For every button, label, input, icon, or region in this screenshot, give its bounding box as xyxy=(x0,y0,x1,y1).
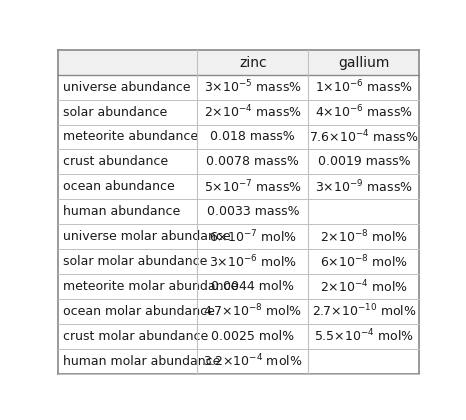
Text: ocean abundance: ocean abundance xyxy=(62,180,174,193)
Text: ocean molar abundance: ocean molar abundance xyxy=(62,305,214,318)
Text: $4{\times}10^{-6}$ mass%: $4{\times}10^{-6}$ mass% xyxy=(315,104,413,121)
Text: zinc: zinc xyxy=(239,55,267,70)
Text: universe abundance: universe abundance xyxy=(62,81,190,94)
Text: crust abundance: crust abundance xyxy=(62,155,168,168)
Text: $6{\times}10^{-7}$ mol%: $6{\times}10^{-7}$ mol% xyxy=(209,228,297,245)
Text: crust molar abundance: crust molar abundance xyxy=(62,330,208,343)
Text: universe molar abundance: universe molar abundance xyxy=(62,230,230,243)
Text: meteorite abundance: meteorite abundance xyxy=(62,131,198,144)
Text: 0.0078 mass%: 0.0078 mass% xyxy=(206,155,299,168)
Text: $6{\times}10^{-8}$ mol%: $6{\times}10^{-8}$ mol% xyxy=(320,253,408,270)
Text: $2{\times}10^{-8}$ mol%: $2{\times}10^{-8}$ mol% xyxy=(320,228,408,245)
Bar xyxy=(58,50,419,75)
Text: $2.7{\times}10^{-10}$ mol%: $2.7{\times}10^{-10}$ mol% xyxy=(311,303,416,320)
Text: $2{\times}10^{-4}$ mass%: $2{\times}10^{-4}$ mass% xyxy=(204,104,302,121)
Text: $3{\times}10^{-6}$ mol%: $3{\times}10^{-6}$ mol% xyxy=(209,253,297,270)
Text: $1{\times}10^{-6}$ mass%: $1{\times}10^{-6}$ mass% xyxy=(315,79,413,95)
Text: 0.018 mass%: 0.018 mass% xyxy=(211,131,295,144)
Text: 0.0033 mass%: 0.0033 mass% xyxy=(206,205,299,218)
Text: $4.7{\times}10^{-8}$ mol%: $4.7{\times}10^{-8}$ mol% xyxy=(203,303,302,320)
Text: $3.2{\times}10^{-4}$ mol%: $3.2{\times}10^{-4}$ mol% xyxy=(203,353,302,370)
Text: solar abundance: solar abundance xyxy=(62,105,167,118)
Text: 0.0019 mass%: 0.0019 mass% xyxy=(317,155,410,168)
Text: $2{\times}10^{-4}$ mol%: $2{\times}10^{-4}$ mol% xyxy=(320,278,408,295)
Text: $3{\times}10^{-9}$ mass%: $3{\times}10^{-9}$ mass% xyxy=(315,178,413,195)
Text: $3{\times}10^{-5}$ mass%: $3{\times}10^{-5}$ mass% xyxy=(204,79,302,95)
Text: gallium: gallium xyxy=(338,55,390,70)
Text: 0.0025 mol%: 0.0025 mol% xyxy=(211,330,295,343)
Text: meteorite molar abundance: meteorite molar abundance xyxy=(62,280,238,293)
Text: 0.0044 mol%: 0.0044 mol% xyxy=(211,280,295,293)
Text: solar molar abundance: solar molar abundance xyxy=(62,255,207,268)
Text: human abundance: human abundance xyxy=(62,205,180,218)
Text: human molar abundance: human molar abundance xyxy=(62,355,220,368)
Text: $7.6{\times}10^{-4}$ mass%: $7.6{\times}10^{-4}$ mass% xyxy=(309,129,419,145)
Text: $5{\times}10^{-7}$ mass%: $5{\times}10^{-7}$ mass% xyxy=(204,178,302,195)
Text: $5.5{\times}10^{-4}$ mol%: $5.5{\times}10^{-4}$ mol% xyxy=(314,328,414,345)
